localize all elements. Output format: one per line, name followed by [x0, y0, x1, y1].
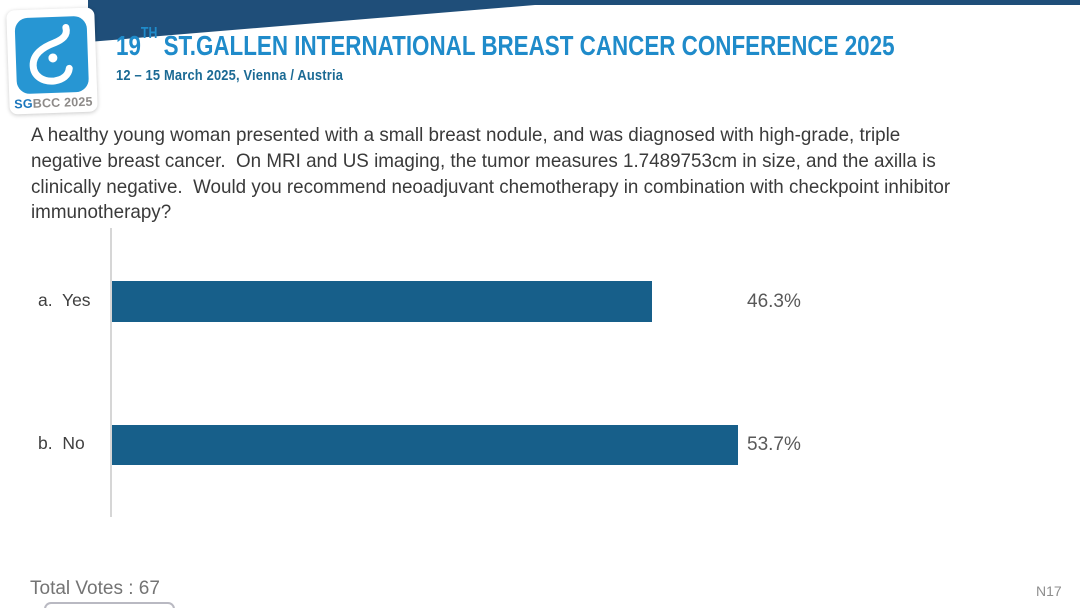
title-ordinal-suffix: TH [140, 24, 158, 42]
bottom-partial-button[interactable] [44, 602, 175, 608]
total-votes-label: Total Votes : 67 [30, 578, 160, 599]
sgbcc-logo-card: SGBCC 2025 [6, 7, 98, 115]
category-label-yes: a. Yes [38, 290, 91, 310]
category-label-no: b. No [38, 433, 85, 453]
logo-text-bcc: BCC 2025 [32, 94, 93, 111]
bar-no [112, 425, 738, 465]
title-number: 19 [116, 30, 141, 61]
slide-code: N17 [1036, 583, 1062, 599]
bar-yes [112, 281, 652, 322]
conference-title: 19TH ST.GALLEN INTERNATIONAL BREAST CANC… [116, 25, 895, 62]
value-label-no: 53.7% [747, 434, 801, 455]
top-banner-ribbon [88, 0, 1080, 42]
conference-subtitle: 12 – 15 March 2025, Vienna / Austria [116, 67, 344, 84]
logo-text-sg: SG [14, 96, 33, 112]
title-text: ST.GALLEN INTERNATIONAL BREAST CANCER CO… [157, 30, 895, 61]
logo-caption: SGBCC 2025 [9, 94, 97, 112]
sgbcc-breast-ribbon-icon [14, 15, 90, 95]
chart-axis-line [110, 228, 112, 517]
poll-question-text: A healthy young woman presented with a s… [31, 124, 956, 224]
value-label-yes: 46.3% [747, 291, 801, 312]
header: 19TH ST.GALLEN INTERNATIONAL BREAST CANC… [116, 25, 1080, 84]
